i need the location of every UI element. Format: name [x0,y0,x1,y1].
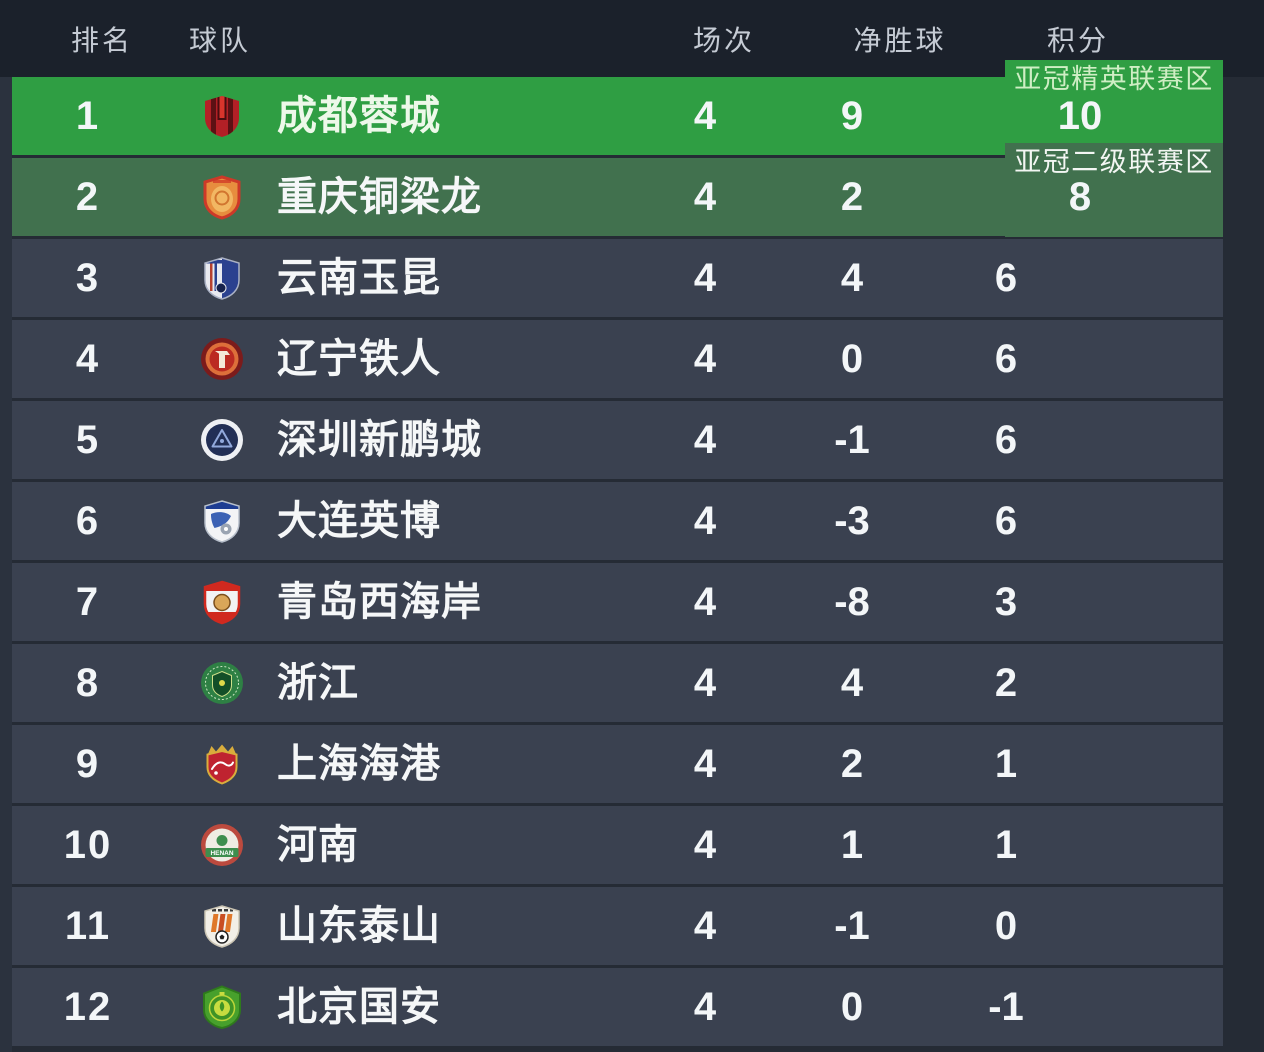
team-logo-shenzhen-peng-city-icon [199,417,245,463]
rank-value: 5 [75,418,101,462]
column-header-points: 积分 [1046,25,1110,56]
table-header: 排名 球队 场次 净胜球 积分 [0,0,1264,77]
table-row[interactable]: 1 成都蓉城 4 9 10 [12,77,1223,155]
rank-value: 4 [75,337,101,381]
team-logo-beijing-guoan-icon [199,984,245,1030]
goal-diff-value: 4 [840,661,864,705]
table-row[interactable]: 9 上海海港 4 2 1 [12,725,1223,803]
goal-diff-value: -3 [834,499,870,543]
points-value: 6 [994,337,1018,381]
team-name: 河南 [277,823,359,867]
team-name: 深圳新鹏城 [277,418,482,462]
matches-value: 4 [693,256,717,300]
matches-value: 4 [693,823,717,867]
points-value: -1 [988,985,1024,1029]
team-logo-shandong-taishan-icon [199,903,245,949]
zone-badge-label: 亚冠精英联赛区 [1014,64,1214,94]
henan-logo-text: HENAN [210,850,233,857]
team-logo-chengdu-rongcheng-icon [199,93,245,139]
team-name: 大连英博 [277,499,441,543]
team-logo-henan-icon: HENAN [199,822,245,868]
team-logo-shanghai-port-icon [199,741,245,787]
table-row[interactable]: 4 辽宁铁人 4 0 6 [12,320,1223,398]
points-value: 0 [994,904,1018,948]
team-name: 上海海港 [277,742,441,786]
goal-diff-value: 1 [840,823,864,867]
table-row[interactable]: 5 深圳新鹏城 4 -1 6 [12,401,1223,479]
matches-value: 4 [693,94,717,138]
zone-badge-acl-two: 亚冠二级联赛区 [1005,143,1223,237]
table-row[interactable]: 11 [12,887,1223,965]
zone-badge-acl-elite: 亚冠精英联赛区 [1005,60,1223,143]
goal-diff-value: -1 [834,418,870,462]
goal-diff-value: 9 [840,94,864,138]
rank-value: 3 [75,256,101,300]
column-header-team: 球队 [188,25,252,56]
table-row[interactable]: 2 重庆铜梁龙 4 2 8 [12,158,1223,236]
rank-value: 8 [75,661,101,705]
points-value: 8 [1068,175,1092,219]
goal-diff-value: -1 [834,904,870,948]
team-logo-qingdao-west-coast-icon [199,579,245,625]
team-logo-dalian-yingbo-icon [199,498,245,544]
table-row[interactable]: 3 云南玉昆 4 4 6 [12,239,1223,317]
team-logo-liaoning-tieren-icon [199,336,245,382]
matches-value: 4 [693,742,717,786]
team-name: 重庆铜梁龙 [277,175,482,219]
rank-value: 11 [64,904,112,948]
table-row[interactable]: 12 北京国安 4 0 -1 [12,968,1223,1046]
rank-value: 6 [75,499,101,543]
points-value: 3 [994,580,1018,624]
team-name: 浙江 [277,661,359,705]
points-value: 6 [994,499,1018,543]
matches-value: 4 [693,985,717,1029]
points-value: 6 [994,256,1018,300]
points-value: 6 [994,418,1018,462]
rank-value: 12 [63,985,113,1029]
goal-diff-value: 4 [840,256,864,300]
goal-diff-value: -8 [834,580,870,624]
column-header-goal-diff: 净胜球 [853,25,947,56]
left-edge-strip [0,77,12,1052]
team-name: 成都蓉城 [277,94,441,138]
matches-value: 4 [693,661,717,705]
rank-value: 1 [75,94,101,138]
matches-value: 4 [693,904,717,948]
rank-value: 10 [63,823,113,867]
points-value: 1 [994,742,1018,786]
table-row[interactable]: 7 青岛西海岸 4 -8 3 [12,563,1223,641]
points-value: 2 [994,661,1018,705]
team-name: 云南玉昆 [277,256,441,300]
team-name: 山东泰山 [277,904,441,948]
rank-value: 2 [75,175,101,219]
team-logo-chongqing-tongliang-icon [199,174,245,220]
goal-diff-value: 0 [840,985,864,1029]
column-header-matches: 场次 [692,25,756,56]
zone-badge-label: 亚冠二级联赛区 [1014,147,1214,177]
team-name: 青岛西海岸 [277,580,482,624]
standings-table: 1 成都蓉城 4 9 10 2 [12,60,1223,1049]
table-row[interactable]: 6 大连英博 4 -3 6 [12,482,1223,560]
team-logo-yunnan-yukun-icon [199,255,245,301]
table-row[interactable]: 10 HENAN 河南 4 1 1 [12,806,1223,884]
matches-value: 4 [693,499,717,543]
goal-diff-value: 2 [840,175,864,219]
table-row[interactable]: 8 浙江 4 4 2 [12,644,1223,722]
points-value: 10 [1057,94,1103,138]
goal-diff-value: 0 [840,337,864,381]
goal-diff-value: 2 [840,742,864,786]
points-value: 1 [994,823,1018,867]
rank-value: 7 [75,580,101,624]
team-name: 辽宁铁人 [277,337,441,381]
team-name: 北京国安 [277,985,441,1029]
matches-value: 4 [693,418,717,462]
team-logo-zhejiang-icon [199,660,245,706]
matches-value: 4 [693,175,717,219]
column-header-rank: 排名 [70,25,134,56]
matches-value: 4 [693,337,717,381]
matches-value: 4 [693,580,717,624]
rank-value: 9 [75,742,101,786]
